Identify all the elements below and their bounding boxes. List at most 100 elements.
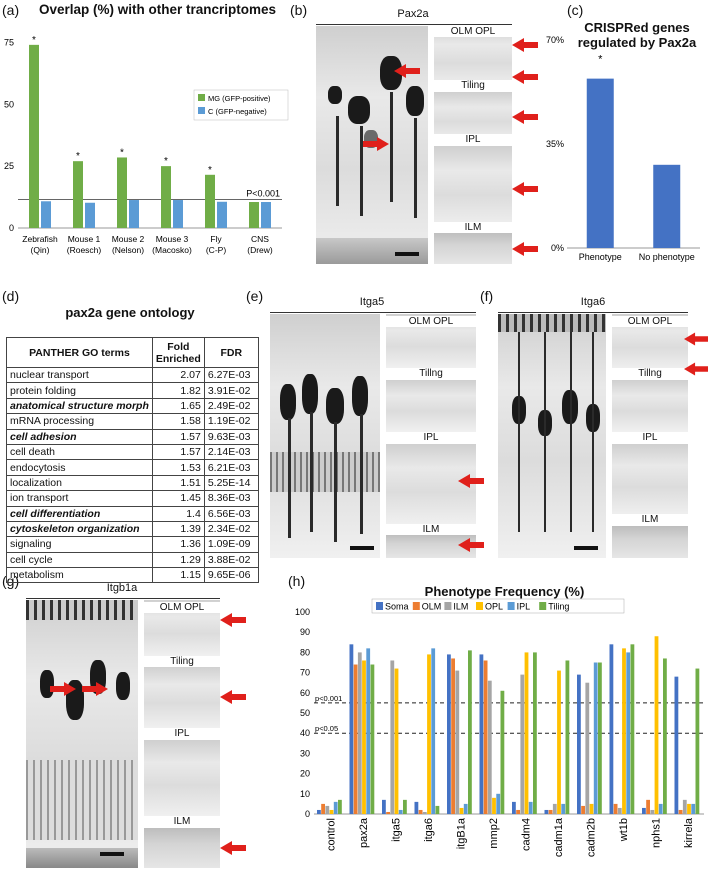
chart-a: 0 25 50 75 P<0.001 * Zebrafish(Qin) * Mouse 1(Ro… xyxy=(4,35,289,255)
x-tick-label: cadm4 xyxy=(520,818,532,851)
go-header-fold: Fold Enriched xyxy=(151,337,205,368)
bar-0 xyxy=(117,157,127,228)
fdr-cell: 2.34E-02 xyxy=(203,520,259,538)
sublabel-f-ipl: IPL xyxy=(612,432,688,443)
y-tick-label: 10 xyxy=(300,789,310,799)
legend-box xyxy=(193,89,289,121)
fold-enriched-cell: 1.82 xyxy=(151,382,205,399)
arrow-icon xyxy=(512,182,538,196)
bar-tiling xyxy=(468,650,472,814)
sublabel-g-olm: OLM OPL xyxy=(144,602,220,613)
y-tick-label: 50 xyxy=(300,708,310,718)
bar-ilm xyxy=(650,809,655,814)
sublabel-f-ilm: ILM xyxy=(612,514,688,525)
y-tick-label: 70% xyxy=(546,35,564,45)
x-tick-label: mmp2 xyxy=(488,818,500,849)
x-tick-label: (Nelson) xyxy=(112,245,144,255)
y-tick-label: 25 xyxy=(4,161,14,171)
bar-opl xyxy=(459,807,464,814)
y-tick-label: 20 xyxy=(300,769,310,779)
sublabel-f-tiling: Tillng xyxy=(612,368,688,379)
bar-opl xyxy=(362,660,366,814)
fold-enriched-cell: 1.58 xyxy=(151,413,205,430)
x-tick-label: Mouse 1 xyxy=(68,234,101,244)
go-table-title: pax2a gene ontology xyxy=(65,305,195,320)
bar-olm xyxy=(516,809,520,814)
table-row: cell differentiation 1.4 6.56E-03 xyxy=(6,505,259,522)
bar-0 xyxy=(161,166,171,228)
significance-star: * xyxy=(164,156,168,167)
legend-label: OPL xyxy=(485,602,503,612)
significance-star: * xyxy=(32,35,36,46)
significance-star: * xyxy=(208,165,212,176)
x-tick-label: (C-P) xyxy=(206,245,226,255)
significance-star: * xyxy=(76,151,80,162)
bar-ilm xyxy=(617,807,622,814)
legend-swatch xyxy=(507,602,515,610)
table-row: localization 1.51 5.25E-14 xyxy=(6,474,259,492)
bar-ilm xyxy=(357,652,362,814)
sublabel-g-ipl: IPL xyxy=(144,728,220,739)
fdr-cell: 8.36E-03 xyxy=(203,490,259,507)
go-term-cell: cell cycle xyxy=(6,551,153,569)
micrograph-g-tiling xyxy=(144,666,220,728)
scale-bar-f xyxy=(574,546,598,550)
sublabel-e-olm: OLM OPL xyxy=(386,316,476,327)
bar-ipl xyxy=(496,793,501,814)
bar-tiling xyxy=(370,664,375,814)
arrow-icon xyxy=(50,682,76,696)
bar-1 xyxy=(173,200,183,228)
bar-opl xyxy=(329,809,334,814)
chart-a-title: Overlap (%) with other trancriptomes xyxy=(38,2,277,17)
bar-tiling xyxy=(403,799,407,814)
fdr-cell: 1.19E-02 xyxy=(203,413,259,430)
arrow-icon xyxy=(363,137,389,151)
x-tick-label: No phenotype xyxy=(639,252,695,262)
micrograph-f-ipl xyxy=(612,444,688,516)
bar-opl xyxy=(492,797,496,814)
legend-swatch xyxy=(198,107,205,114)
sublabel-b-ilm: ILM xyxy=(434,222,512,233)
bar-ilm xyxy=(552,803,557,814)
bar-ipl xyxy=(463,803,468,814)
x-tick-label: Phenotype xyxy=(579,252,622,262)
bar-1 xyxy=(85,202,95,228)
micrograph-b-ilm xyxy=(434,232,512,264)
panel-label-f: (f) xyxy=(480,288,494,304)
go-term-cell: cytoskeleton organization xyxy=(6,520,153,538)
fdr-cell: 1.09E-09 xyxy=(203,536,259,553)
sublabel-g-ilm: ILM xyxy=(144,816,220,827)
bar-opl xyxy=(622,648,626,814)
x-tick-label: control xyxy=(325,818,337,851)
bar-ipl xyxy=(398,809,403,814)
micrograph-g-ipl xyxy=(144,740,220,816)
fold-enriched-cell: 1.57 xyxy=(151,443,205,461)
bar-soma xyxy=(674,676,679,814)
legend-label: OLM xyxy=(422,602,442,612)
fdr-cell: 5.25E-14 xyxy=(203,474,259,492)
go-term-cell: cell differentiation xyxy=(6,505,153,522)
micrograph-e-main xyxy=(270,314,380,558)
bar-olm xyxy=(451,658,455,814)
table-row: anatomical structure morph 1.65 2.49E-02 xyxy=(6,397,259,415)
bar-soma xyxy=(577,674,581,814)
x-tick-label: cadm2b xyxy=(585,818,597,857)
x-tick-label: Fly xyxy=(210,234,222,244)
sublabel-g-tiling: Tiling xyxy=(144,656,220,667)
bar-olm xyxy=(418,809,423,814)
bar-olm xyxy=(321,803,325,814)
arrow-icon xyxy=(82,682,108,696)
bar-0 xyxy=(29,44,39,228)
arrow-icon xyxy=(458,474,484,488)
fdr-cell: 9.65E-06 xyxy=(203,567,259,584)
fold-enriched-cell: 1.29 xyxy=(151,551,205,569)
x-tick-label: itga5 xyxy=(390,818,402,842)
bar-ilm xyxy=(325,805,330,814)
arrow-icon xyxy=(220,613,246,627)
legend-swatch xyxy=(539,602,547,610)
arrow-icon xyxy=(684,332,708,346)
y-tick-label: 50 xyxy=(4,99,14,109)
fold-enriched-cell: 1.57 xyxy=(151,428,205,445)
sublabel-b-olm: OLM OPL xyxy=(434,26,512,37)
bar-olm xyxy=(613,803,618,814)
